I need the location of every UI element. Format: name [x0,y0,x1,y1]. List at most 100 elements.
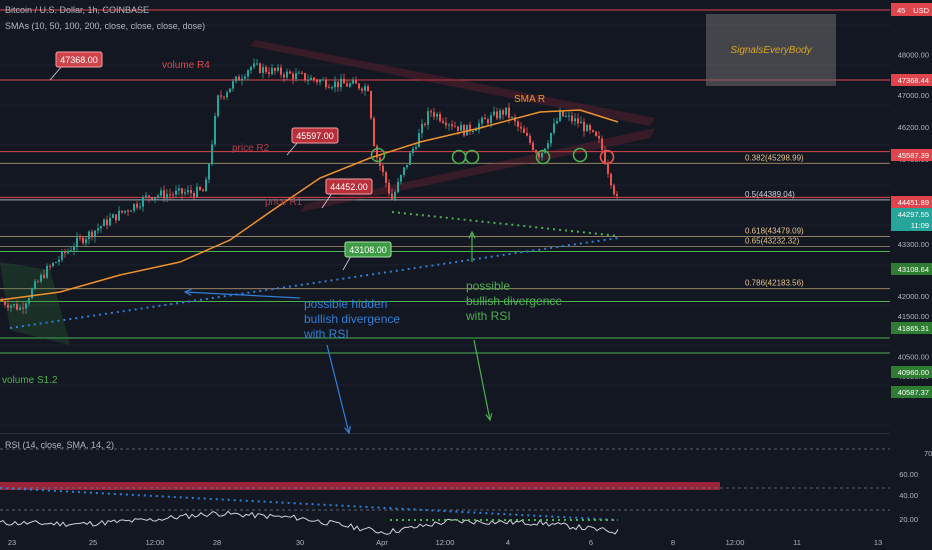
callout-44452-box [325,178,373,195]
candle-body [19,307,21,310]
candle-body [175,190,177,195]
annotations: volume R4 price R2 price R1 SMA R volume S1.… [2,14,836,435]
candle-body [13,304,15,306]
candle-body [319,80,321,83]
price-candles [1,58,618,314]
candle-body [355,80,357,84]
candle-body [496,111,498,119]
candle-body [493,111,495,116]
candle-body [247,70,249,77]
candle-body [277,67,279,71]
candle-body [580,121,582,124]
arrow-bull-down [473,339,491,421]
candle-body [238,76,240,81]
rsi-band [0,482,720,490]
candle-body [46,266,48,278]
rsi-tick: 40.00 [899,491,918,500]
candle-body [472,131,474,133]
price-r1-label: price R1 [265,197,303,208]
candle-body [517,121,519,127]
price-tick: 43300.00 [898,240,929,249]
rsi-legend: RSI (14, close, SMA, 14, 2) [5,440,115,450]
rsi-line [0,510,619,535]
candle-body [199,186,201,190]
sma-line [0,109,619,301]
candle-body [1,300,3,302]
candle-body [430,111,432,113]
candle-body [256,63,258,65]
price-badge-text: 47368.44 [898,76,929,85]
price-badge-bg [891,263,932,275]
candle-body [487,119,489,124]
candle-body [610,173,612,186]
candle-body [103,219,105,227]
callout-47368-text: 47368.00 [60,55,98,65]
candle-body [250,66,252,71]
candle-body [4,301,6,305]
candle-body [94,230,96,238]
candle-body [340,78,342,88]
callout-43108-text: 43108.00 [349,245,387,255]
candle-body [538,152,540,158]
candle-body [187,190,189,193]
price-tick: 40500.00 [898,352,929,361]
candle-body [421,123,423,134]
candle-body [352,80,354,84]
candle-body [334,81,336,88]
candle-body [478,123,480,130]
time-tick: 4 [506,538,510,547]
price-badge-text: 44297.55 [898,210,929,219]
candle-body [541,152,543,158]
candle-body [400,174,402,182]
candle-body [313,77,315,80]
price-badge-bg [891,149,932,161]
candle-body [217,95,219,116]
candle-body [64,251,66,254]
candle-body [70,250,72,252]
candle-body [232,81,234,89]
candle-body [82,237,84,244]
candle-body [61,251,63,260]
candle-body [511,117,513,119]
price-badge-text: 11:09 [911,221,929,230]
price-badge-text: 41865.31 [898,324,929,333]
candle-body [592,130,594,132]
candle-body [148,195,150,198]
candle-body [115,214,117,221]
rsi-tick: 20.00 [899,515,918,524]
candle-body [16,304,18,310]
candle-body [244,76,246,79]
candle-body [589,124,591,131]
rsi-tick-extra: 70 [924,449,932,458]
candle-body [463,124,465,136]
candle-body [253,63,255,67]
callout-43108-pointer [342,255,352,271]
candle-body [424,123,426,125]
candle-body [427,111,429,125]
candle-body [409,152,411,165]
candle-body [52,262,54,267]
rsi-tick: 60.00 [899,470,918,479]
candle-body [289,71,291,74]
candle-body [85,239,87,244]
candle-body [475,129,477,132]
candle-body [457,126,459,131]
candle-body [145,195,147,198]
green-zone [0,262,70,345]
price-badge-bg [891,74,932,86]
candle-body [349,83,351,87]
candle-body [49,266,51,268]
candle-body [112,214,114,218]
time-tick: 6 [589,538,593,547]
candle-body [193,193,195,197]
time-tick: 8 [671,538,675,547]
callout-45597-pointer [286,141,299,156]
candle-body [403,167,405,175]
candle-body [343,78,345,84]
candle-body [136,203,138,208]
price-badge-text: 44451.89 [898,198,929,207]
price-axis: 48000.0047000.0046200.0045400.0043800.00… [890,0,932,550]
candle-body [532,142,534,151]
candle-body [415,146,417,149]
candle-body [295,73,297,80]
